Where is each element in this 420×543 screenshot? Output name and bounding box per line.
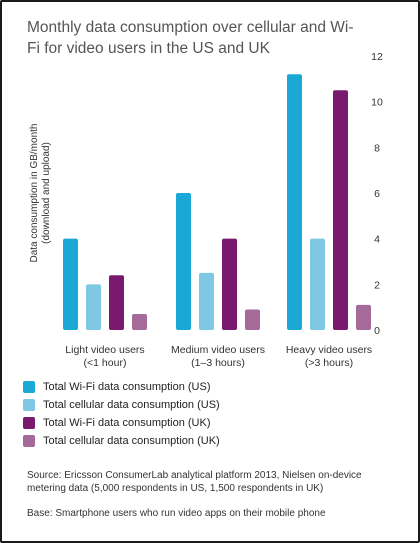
x-tick-label: (1–3 hours) [191, 357, 245, 369]
bar [176, 193, 191, 330]
y-tick-label: 0 [374, 325, 380, 337]
chart-legend: Total Wi-Fi data consumption (US) Total … [23, 378, 220, 450]
x-tick-label: Light video users [65, 344, 144, 356]
x-tick-label: Heavy video users [286, 344, 372, 356]
legend-swatch [23, 417, 35, 429]
y-tick-label: 10 [371, 97, 383, 109]
bar [287, 74, 302, 331]
legend-label: Total cellular data consumption (US) [43, 399, 220, 411]
legend-swatch [23, 435, 35, 447]
base-note: Base: Smartphone users who run video app… [27, 508, 326, 519]
legend-item: Total Wi-Fi data consumption (UK) [23, 414, 220, 432]
bar [109, 275, 124, 330]
bar [199, 272, 214, 330]
bar [356, 304, 371, 330]
bar [86, 284, 101, 330]
y-tick-label: 8 [374, 142, 380, 154]
y-axis-label: Data consumption in GB/month [29, 124, 40, 263]
legend-swatch [23, 381, 35, 393]
legend-item: Total Wi-Fi data consumption (US) [23, 378, 220, 396]
bar [310, 238, 325, 330]
legend-swatch [23, 399, 35, 411]
source-note: Source: Ericsson ConsumerLab analytical … [27, 470, 362, 494]
bar [132, 314, 147, 330]
y-tick-label: 4 [374, 234, 380, 246]
x-tick-label: (<1 hour) [84, 357, 127, 369]
y-tick-label: 12 [371, 51, 383, 63]
y-axis-label: (download and upload) [41, 142, 52, 244]
x-tick-label: Medium video users [171, 344, 265, 356]
chart-title: Monthly data consumption over cellular a… [27, 19, 354, 57]
chart-card: Monthly data consumption over cellular a… [3, 3, 415, 538]
legend-item: Total cellular data consumption (UK) [23, 432, 220, 450]
legend-item: Total cellular data consumption (US) [23, 396, 220, 414]
x-tick-label: (>3 hours) [305, 357, 353, 369]
legend-label: Total Wi-Fi data consumption (US) [43, 381, 211, 393]
bar [222, 238, 237, 330]
bar [333, 90, 348, 330]
bar-chart: 0 2 4 6 8 10 12 Data consumption in GB/month (do… [29, 51, 383, 369]
y-tick-label: 2 [374, 279, 380, 291]
legend-label: Total Wi-Fi data consumption (UK) [43, 417, 211, 429]
legend-label: Total cellular data consumption (UK) [43, 435, 220, 447]
bar [245, 309, 260, 330]
bar [63, 238, 78, 330]
y-tick-label: 6 [374, 188, 380, 200]
